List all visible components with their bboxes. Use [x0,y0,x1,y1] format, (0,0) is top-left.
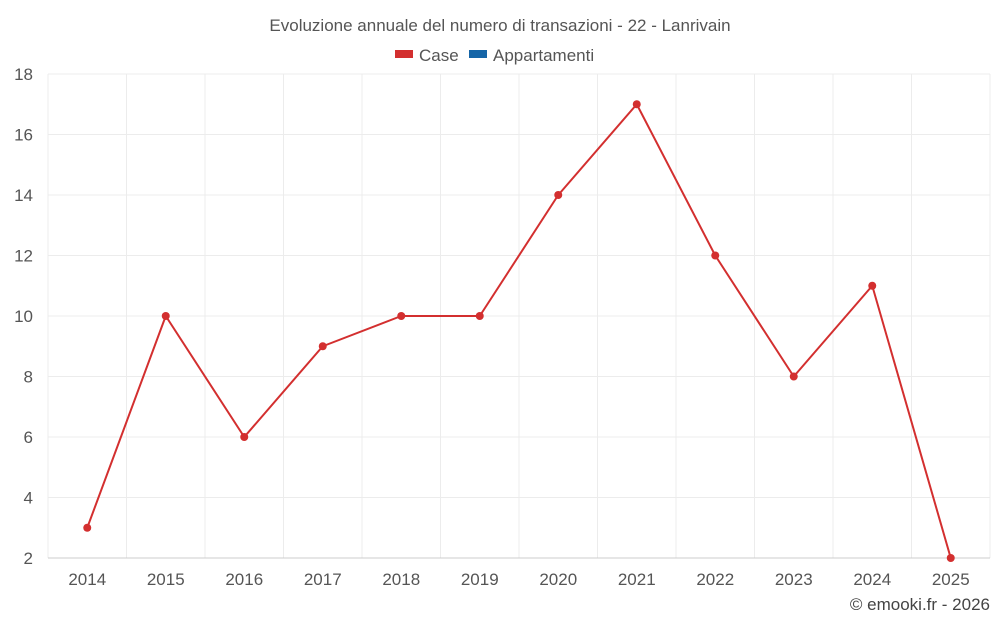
data-point-2020[interactable] [554,191,563,199]
grid-lines [47,73,991,559]
y-tick-label: 4 [24,489,33,508]
x-axis: 2014 2015 2016 2017 2018 2019 2020 2021 2022 2023… [48,557,990,589]
data-point-2022[interactable] [711,251,720,260]
x-tick-label: 2015 [147,570,185,589]
x-tick-label: 2014 [68,570,106,589]
series-line-case [86,103,952,559]
x-tick-label: 2016 [225,570,263,589]
x-tick-label: 2017 [304,570,342,589]
data-point-2014[interactable] [83,523,92,532]
legend-label-appartamenti[interactable]: Appartamenti [493,46,594,65]
x-tick-label: 2023 [775,570,813,589]
data-point-2024[interactable] [868,281,877,290]
x-tick-label: 2021 [618,570,656,589]
y-tick-label: 14 [14,186,33,205]
y-tick-label: 12 [14,247,33,266]
data-point-2015[interactable] [161,312,170,320]
legend: Case Appartamenti [395,46,594,65]
data-point-2018[interactable] [397,312,406,320]
y-axis: 2 4 6 8 10 12 14 16 18 [14,65,33,568]
y-tick-label: 2 [24,549,33,568]
data-point-2023[interactable] [789,372,798,381]
legend-label-case[interactable]: Case [419,46,459,65]
data-point-2021[interactable] [632,100,641,109]
y-tick-label: 10 [14,307,33,326]
x-tick-label: 2018 [382,570,420,589]
y-tick-label: 16 [14,126,33,145]
x-tick-label: 2025 [932,570,970,589]
y-tick-label: 18 [14,65,33,84]
y-tick-label: 8 [24,368,33,387]
x-tick-label: 2024 [853,570,891,589]
x-tick-label: 2022 [696,570,734,589]
x-tick-label: 2020 [539,570,577,589]
credit-text: © emooki.fr - 2026 [850,595,990,614]
data-point-2019[interactable] [475,312,484,320]
data-point-2025[interactable] [946,554,955,562]
legend-swatch-case [395,50,413,58]
data-point-2017[interactable] [318,342,327,351]
y-tick-label: 6 [24,428,33,447]
series-case [83,100,955,562]
data-point-2016[interactable] [240,433,249,441]
chart-title: Evoluzione annuale del numero di transaz… [269,16,730,35]
legend-swatch-appartamenti [469,50,487,58]
x-tick-label: 2019 [461,570,499,589]
